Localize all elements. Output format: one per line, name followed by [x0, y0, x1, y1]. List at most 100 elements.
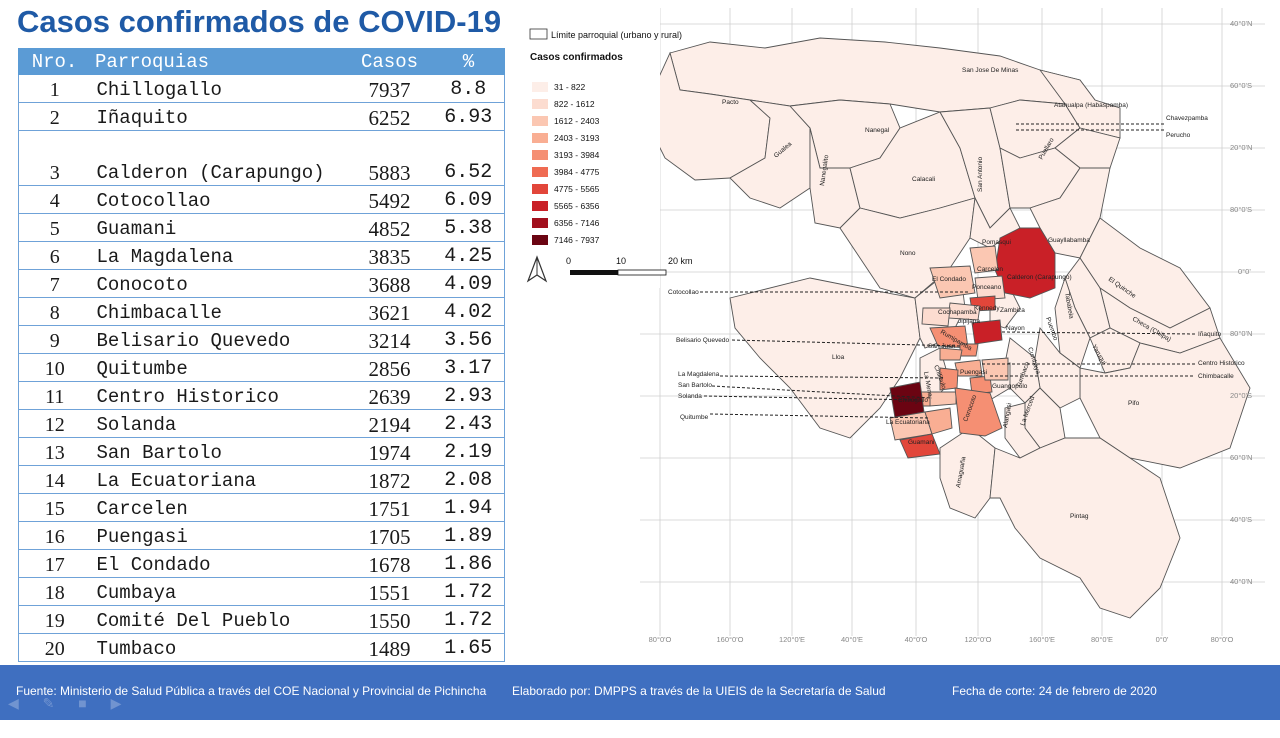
label-quitumbe-callout: Quitumbe — [680, 414, 709, 421]
table-cell-parroquia: El Condado — [90, 549, 347, 578]
label-guangopolo: Guangopolo — [992, 383, 1028, 390]
table-cell-nro: 6 — [18, 241, 91, 270]
legend-label: 2403 - 3193 — [554, 133, 600, 143]
table-row: 13 San Bartolo 1974 2.19 — [18, 437, 505, 466]
lat-label-9: 40°0'S — [1230, 515, 1252, 524]
slide-nav-controls[interactable]: ◀ ✎ ■ ▶ — [8, 695, 132, 711]
label-inaquito-callout: Iñaquito — [1198, 331, 1222, 338]
table-cell-nro: 9 — [18, 325, 91, 354]
parish-conocoto — [954, 387, 1003, 437]
table-cell-nro: 8 — [18, 297, 91, 326]
table-cell-casos: 3214 — [346, 325, 433, 354]
callout-lines — [700, 123, 1196, 419]
table-cell-parroquia: Guamani — [90, 213, 347, 242]
table-cell-casos: 1974 — [346, 437, 433, 466]
table-cell-percent: 1.89 — [432, 521, 505, 550]
lon-label-8: 80°0'E — [1091, 635, 1113, 644]
table-row: 3 Calderon (Carapungo) 5883 6.52 — [18, 130, 505, 186]
table-cell-percent: 1.72 — [432, 605, 505, 634]
legend-title: Casos confirmados — [530, 52, 623, 63]
table-cell-parroquia: La Magdalena — [90, 241, 347, 270]
table-cell-casos: 5492 — [346, 185, 433, 214]
table-row: 17 El Condado 1678 1.86 — [18, 549, 505, 578]
header-parroquias: Parroquias — [90, 48, 347, 75]
lon-label-9: 0°0' — [1156, 635, 1169, 644]
table-cell-percent: 2.43 — [432, 409, 505, 438]
table-cell-percent: 2.93 — [432, 381, 505, 410]
table-cell-nro: 19 — [18, 605, 91, 634]
table-cell-casos: 1489 — [346, 633, 433, 662]
label-san-juan: San Juan — [928, 343, 956, 350]
lat-label-6: 80°0'N — [1230, 329, 1252, 338]
parish-chimbacalle — [969, 375, 993, 395]
table-cell-nro: 14 — [18, 465, 91, 494]
lon-label-6: 120°0'O — [965, 635, 992, 644]
table-cell-nro: 15 — [18, 493, 91, 522]
table-cell-percent: 6.52 — [432, 130, 505, 186]
table-row: 12 Solanda 2194 2.43 — [18, 409, 505, 438]
table-cell-parroquia: Cumbaya — [90, 577, 347, 606]
label-la-magdalena-callout: La Magdalena — [678, 371, 720, 378]
legend-swatch — [532, 99, 548, 109]
table-cell-nro: 17 — [18, 549, 91, 578]
table-header-row: Nro. Parroquias Casos % — [18, 48, 505, 75]
table-cell-nro: 2 — [18, 102, 91, 131]
label-la-mena: La Mena — [922, 371, 933, 398]
header-percent: % — [432, 48, 505, 75]
rural-parishes — [649, 37, 1251, 619]
legend-swatch — [532, 82, 548, 92]
bottom-strip — [0, 720, 1280, 738]
parish-el-condado — [929, 265, 976, 299]
label-chavezpamba: Chavezpamba — [1166, 115, 1208, 122]
table-cell-parroquia: Conocoto — [90, 269, 347, 298]
parish-inaquito — [971, 319, 1003, 345]
lat-label-10: 40°0'N — [1230, 577, 1252, 586]
table-cell-casos: 2639 — [346, 381, 433, 410]
table-cell-percent: 4.02 — [432, 297, 505, 326]
table-cell-casos: 1705 — [346, 521, 433, 550]
label-el-condado: El Condado — [932, 276, 966, 283]
table-cell-nro: 5 — [18, 213, 91, 242]
table-cell-percent: 3.17 — [432, 353, 505, 382]
label-pomasqui: Pomasqui — [982, 239, 1011, 246]
table-cell-casos: 3621 — [346, 297, 433, 326]
table-cell-parroquia: Carcelen — [90, 493, 347, 522]
legend-swatch — [532, 150, 548, 160]
label-san-antonio: San Antonio — [977, 157, 984, 192]
table-cell-parroquia: Comité Del Pueblo — [90, 605, 347, 634]
parish-ponceano — [974, 275, 1006, 301]
table-cell-casos: 1550 — [346, 605, 433, 634]
table-cell-percent: 1.72 — [432, 577, 505, 606]
label-zambiza: Zambiza — [1000, 307, 1025, 314]
lat-label-5: 0°0' — [1238, 267, 1251, 276]
legend-swatch — [532, 116, 548, 126]
legend-swatch — [532, 167, 548, 177]
north-arrow — [526, 255, 548, 283]
lon-label-2: 160°0'O — [717, 635, 744, 644]
table-cell-percent: 4.25 — [432, 241, 505, 270]
label-chillogallo: Chillogallo — [898, 397, 928, 404]
table-cell-parroquia: Tumbaco — [90, 633, 347, 662]
table-row: 15 Carcelen 1751 1.94 — [18, 493, 505, 522]
label-san-jose-de-minas: San Jose De Minas — [962, 67, 1019, 74]
label-atahualpa: Atahualpa (Habaspamba) — [1054, 102, 1128, 109]
label-guayllabamba: Guayllabamba — [1048, 237, 1090, 244]
label-jipijapa: Jipijapa — [958, 318, 980, 325]
scale-label-20km: 20 km — [668, 256, 693, 266]
lon-label-5: 40°0'O — [905, 635, 928, 644]
table-cell-percent: 5.38 — [432, 213, 505, 242]
boundary-legend-swatch — [529, 28, 548, 40]
footer-bar: Fuente: Ministerio de Salud Pública a tr… — [0, 665, 1280, 720]
label-puengasi: Puengasi — [960, 369, 987, 376]
table-cell-nro: 4 — [18, 185, 91, 214]
table-cell-parroquia: Quitumbe — [90, 353, 347, 382]
table-cell-casos: 2194 — [346, 409, 433, 438]
table-cell-parroquia: Calderon (Carapungo) — [90, 130, 347, 186]
page-title: Casos confirmados de COVID-19 — [17, 4, 502, 39]
legend-label: 7146 - 7937 — [554, 235, 600, 245]
scale-bar: 0 10 20 km — [566, 256, 693, 276]
label-kennedy: Kennedy — [974, 305, 1000, 312]
parish-carcelen — [969, 245, 999, 274]
table-cell-nro: 20 — [18, 633, 91, 662]
table-cell-percent: 2.19 — [432, 437, 505, 466]
